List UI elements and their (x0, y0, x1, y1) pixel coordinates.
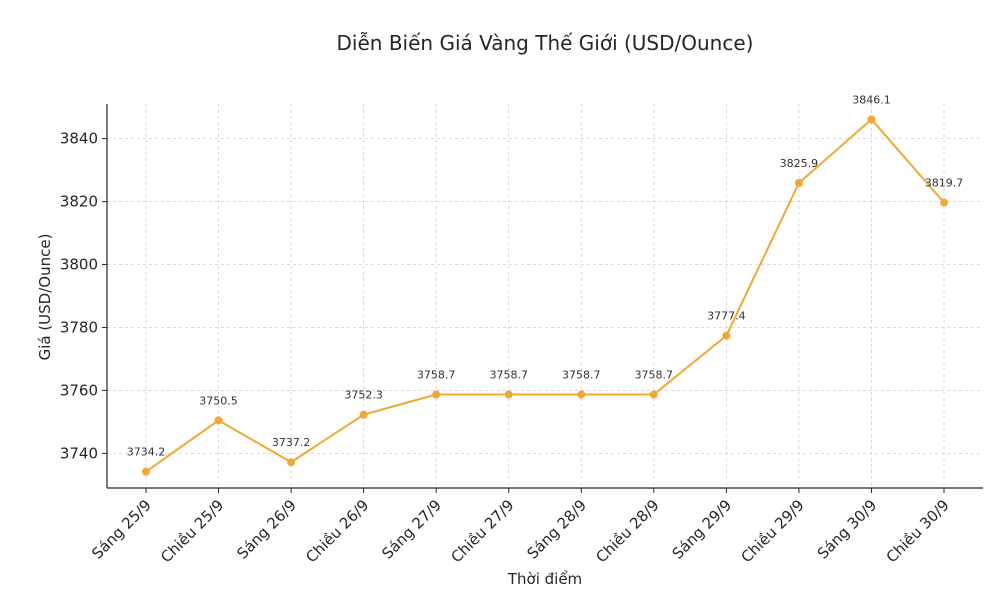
data-label: 3758.7 (562, 369, 601, 382)
y-tick-label: 3760 (60, 381, 98, 399)
x-tick-label: Sáng 27/9 (378, 496, 445, 563)
data-point (577, 390, 586, 399)
axes (102, 104, 983, 493)
data-point (504, 390, 513, 399)
data-point (287, 458, 296, 467)
data-point (142, 467, 150, 476)
data-point (794, 179, 803, 188)
data-label: 3752.3 (344, 389, 383, 402)
x-tick-label: Sáng 26/9 (233, 496, 300, 563)
data-label: 3758.7 (489, 369, 528, 382)
x-tick-label: Sáng 28/9 (523, 496, 590, 563)
y-tick-label: 3740 (60, 444, 98, 462)
data-point (432, 390, 441, 399)
data-point (722, 331, 731, 340)
x-tick-label: Chiều 29/9 (737, 496, 807, 566)
x-tick-label: Sáng 29/9 (669, 496, 736, 563)
data-label: 3734.2 (127, 446, 166, 459)
y-tick-labels: 3740 3760 3780 3800 3820 3840 (60, 130, 98, 463)
y-tick-label: 3780 (60, 318, 98, 336)
x-tick-label: Chiều 26/9 (302, 496, 372, 566)
y-tick-label: 3840 (60, 130, 98, 148)
series (142, 115, 948, 476)
y-tick-label: 3820 (60, 193, 98, 211)
y-axis-label: Giá (USD/Ounce) (36, 234, 54, 361)
data-point (359, 410, 368, 419)
data-label: 3758.7 (635, 369, 674, 382)
data-label: 3758.7 (417, 369, 456, 382)
x-tick-label: Chiều 30/9 (883, 496, 953, 566)
data-label: 3846.1 (852, 93, 891, 106)
data-label: 3825.9 (780, 157, 819, 170)
data-label: 3819.7 (925, 177, 964, 190)
data-point (649, 390, 658, 399)
data-label: 3777.4 (707, 310, 746, 323)
data-labels: 3734.2 3750.5 3737.2 3752.3 3758.7 3758.7 3758… (127, 93, 964, 458)
x-tick-labels: Sáng 25/9 Chiều 25/9 Sáng 26/9 Chiều 26/9 Sá… (88, 496, 953, 566)
x-tick-label: Sáng 30/9 (814, 496, 881, 563)
data-label: 3750.5 (199, 394, 238, 407)
x-tick-label: Chiều 27/9 (447, 496, 517, 566)
x-tick-label: Sáng 25/9 (88, 496, 155, 563)
data-label: 3737.2 (272, 436, 311, 449)
chart-title: Diễn Biến Giá Vàng Thế Giới (USD/Ounce) (337, 31, 754, 55)
y-tick-label: 3800 (60, 256, 98, 274)
x-axis-label: Thời điểm (507, 570, 582, 588)
x-tick-label: Chiều 28/9 (592, 496, 662, 566)
data-point (867, 115, 876, 124)
data-point (214, 416, 223, 425)
x-tick-label: Chiều 25/9 (157, 496, 227, 566)
series-line (145, 118, 945, 473)
data-point (940, 198, 948, 207)
grid (107, 104, 983, 488)
